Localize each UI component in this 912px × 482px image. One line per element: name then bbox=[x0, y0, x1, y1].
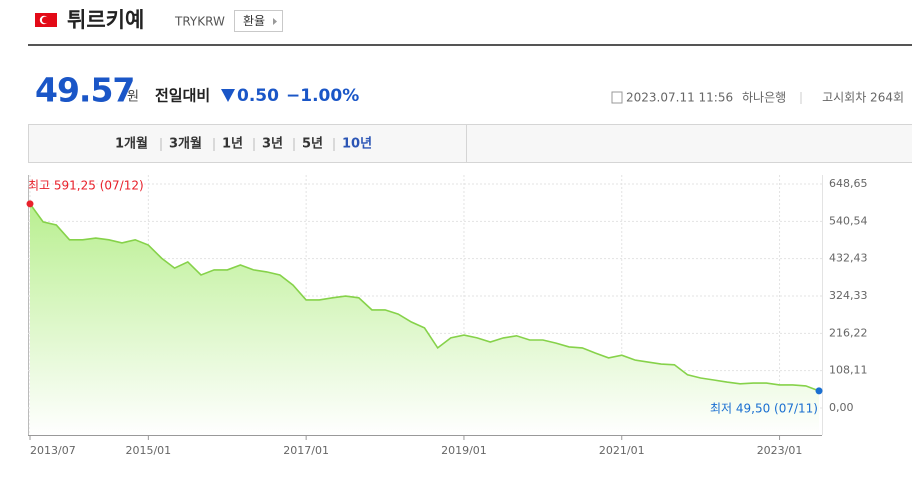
header-rule bbox=[28, 44, 912, 46]
x-tick-label: 2023/01 bbox=[757, 444, 803, 457]
flag-crescent-cut bbox=[41, 16, 49, 24]
currency-title: 튀르키예 bbox=[67, 8, 144, 32]
change: 0.50 bbox=[237, 86, 279, 106]
period-tab[interactable]: 3개월 bbox=[169, 136, 202, 152]
y-tick-label: 108,11 bbox=[829, 364, 868, 377]
y-tick-label: 324,33 bbox=[829, 289, 868, 302]
y-tick-label: 432,43 bbox=[829, 252, 868, 265]
tab-group: 1개월 3개월 1년 3년 5년 10년 bbox=[115, 136, 372, 152]
price-line bbox=[29, 203, 820, 392]
max-annotation: 최고 591,25 (07/12) bbox=[28, 179, 144, 193]
area-fill bbox=[30, 203, 819, 435]
x-tick-label: 2021/01 bbox=[599, 444, 645, 457]
rate-button-label[interactable]: 환율 bbox=[243, 14, 265, 28]
quote-datetime: 2023.07.11 11:56 bbox=[626, 91, 733, 105]
y-tick-label: 216,22 bbox=[829, 326, 868, 339]
min-annotation: 최저 49,50 (07/11) bbox=[710, 402, 818, 416]
change-pct: −1.00% bbox=[286, 86, 359, 106]
x-tick-label: 2015/01 bbox=[125, 444, 171, 457]
x-tick-label: 2019/01 bbox=[441, 444, 487, 457]
price-unit: 원 bbox=[127, 90, 139, 105]
y-tick-label: 0,00 bbox=[829, 401, 854, 414]
price: 49.57 bbox=[35, 71, 134, 110]
quote-round: 고시회차 264회 bbox=[822, 91, 904, 105]
quote-bank: 하나은행 bbox=[742, 90, 786, 105]
period-tab[interactable]: 10년 bbox=[342, 137, 372, 152]
currency-code: TRYKRW bbox=[174, 15, 225, 29]
rate-button[interactable] bbox=[234, 10, 283, 32]
period-tabs bbox=[28, 124, 912, 163]
change-label: 전일대비 bbox=[155, 87, 210, 105]
x-tick-label: 2013/07 bbox=[30, 444, 76, 457]
period-tab[interactable]: 1년 bbox=[222, 137, 243, 152]
min-marker bbox=[815, 387, 823, 395]
x-tick-label: 2017/01 bbox=[283, 444, 329, 457]
chart: 0,00 108,11 216,22 324,33 432,43 540,54 648,65… bbox=[26, 175, 868, 457]
y-tick-label: 648,65 bbox=[829, 177, 868, 190]
max-marker bbox=[26, 200, 34, 208]
period-tab[interactable]: 3년 bbox=[262, 137, 283, 152]
calendar-icon bbox=[611, 91, 623, 104]
down-arrow bbox=[221, 89, 235, 102]
y-tick-label: 540,54 bbox=[829, 214, 868, 227]
button-arrow bbox=[273, 18, 277, 25]
period-tab[interactable]: 5년 bbox=[302, 137, 323, 152]
period-tab[interactable]: 1개월 bbox=[115, 136, 148, 152]
